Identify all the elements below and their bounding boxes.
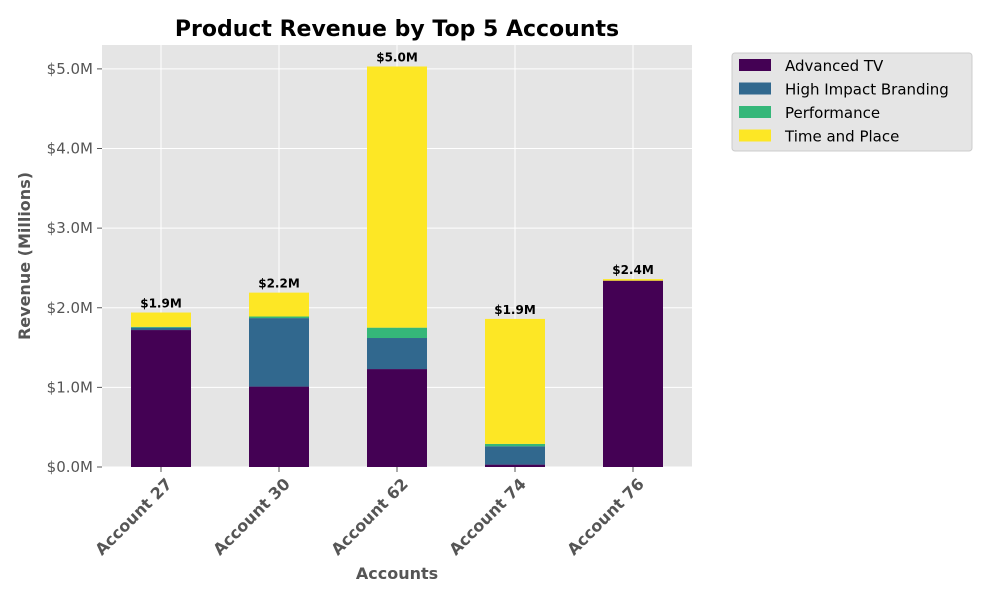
x-tick-label: Account 62 (327, 474, 412, 559)
y-tick-label: $4.0M (47, 140, 93, 158)
bar-segment (131, 312, 191, 327)
bar-segment (603, 280, 663, 467)
legend-swatch (739, 59, 771, 71)
bar-segment (367, 338, 427, 370)
legend-label: Advanced TV (785, 57, 884, 75)
bar-segment (367, 369, 427, 467)
x-tick-label: Account 30 (209, 474, 294, 559)
legend-box (731, 52, 973, 152)
bar-total-label: $1.9M (140, 297, 182, 311)
y-tick-label: $2.0M (47, 299, 93, 317)
bar-segment (485, 318, 545, 444)
y-tick-label: $1.0M (47, 378, 93, 396)
y-tick-label: $5.0M (47, 60, 93, 78)
y-axis-label: Revenue (Millions) (15, 172, 34, 340)
bar-total-label: $5.0M (376, 50, 418, 64)
bar-segment (249, 318, 309, 387)
legend-swatch (739, 106, 771, 118)
bar-segment (367, 66, 427, 328)
legend-swatch (739, 82, 771, 95)
label-layer: $1.9M $2.2M $5.0M $1.9M $2.4M (140, 50, 654, 316)
bar-total-label: $1.9M (494, 303, 536, 317)
bar-segment (603, 279, 663, 281)
bar-layer (131, 66, 663, 467)
bar-segment (249, 316, 309, 319)
bar-segment (367, 327, 427, 339)
legend-label: Time and Place (784, 128, 899, 146)
bar-segment (485, 443, 545, 447)
x-tick-label: Account 27 (91, 474, 176, 559)
bar-segment (249, 386, 309, 467)
bar-segment (131, 326, 191, 328)
legend-label: Performance (785, 104, 880, 122)
bar-segment (131, 330, 191, 467)
y-tick-label: $0.0M (47, 458, 93, 476)
legend: Advanced TV High Impact Branding Performan… (731, 52, 973, 152)
x-tick-label: Account 76 (563, 474, 648, 559)
bar-total-label: $2.2M (258, 277, 300, 291)
legend-swatch (739, 129, 771, 142)
x-tick-label: Account 74 (445, 474, 530, 559)
bar-total-label: $2.4M (612, 263, 654, 277)
legend-label: High Impact Branding (785, 81, 949, 99)
bar-segment (249, 292, 309, 317)
chart-title: Product Revenue by Top 5 Accounts (175, 17, 619, 42)
y-tick-label: $3.0M (47, 219, 93, 237)
bar-segment (131, 327, 191, 331)
bar-segment (485, 464, 545, 467)
bar-segment (485, 446, 545, 465)
x-axis-label: Accounts (356, 564, 438, 583)
